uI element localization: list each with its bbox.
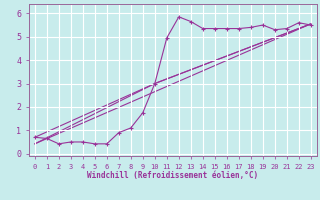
X-axis label: Windchill (Refroidissement éolien,°C): Windchill (Refroidissement éolien,°C) <box>87 171 258 180</box>
